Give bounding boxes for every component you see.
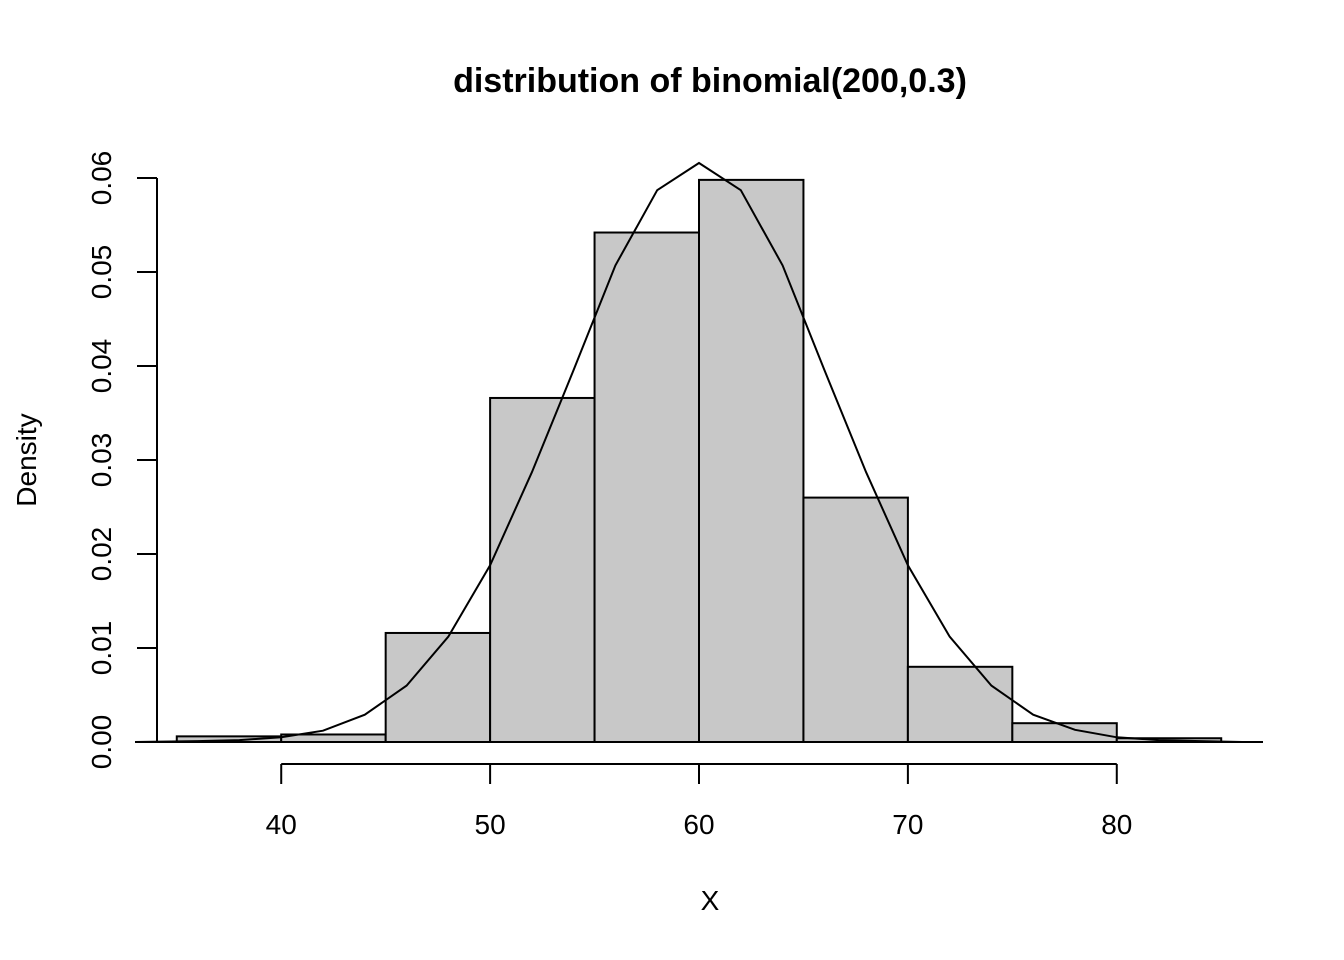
histogram-bars [175,178,1223,744]
y-tick-label-2: 0.02 [86,527,117,582]
y-tick-label-6: 0.06 [86,151,117,206]
x-tick-label-4: 80 [1101,809,1132,840]
y-tick-label-4: 0.04 [86,339,117,394]
x-axis: 40 50 60 70 80 [266,763,1132,840]
histogram-bar-6 [802,496,909,743]
x-tick-label-1: 50 [475,809,506,840]
histogram-bar-3 [489,396,596,743]
histogram-bar-4 [593,231,700,744]
density-curve-line [134,161,1243,743]
y-tick-label-3: 0.03 [86,433,117,488]
x-tick-label-3: 70 [892,809,923,840]
y-tick-label-5: 0.05 [86,245,117,300]
histogram-bar-7 [906,665,1014,743]
y-axis-label: Density [11,413,42,506]
y-axis: 0.00 0.01 0.02 0.03 0.04 0.05 0.06 [86,151,158,770]
x-tick-label-0: 40 [266,809,297,840]
x-tick-label-2: 60 [683,809,714,840]
y-tick-label-0: 0.00 [86,715,117,770]
y-tick-label-1: 0.01 [86,621,117,676]
histogram-bar-5 [698,178,805,743]
chart-title: distribution of binomial(200,0.3) [453,62,967,100]
x-axis-label: X [701,885,720,916]
density-curve [134,161,1243,743]
